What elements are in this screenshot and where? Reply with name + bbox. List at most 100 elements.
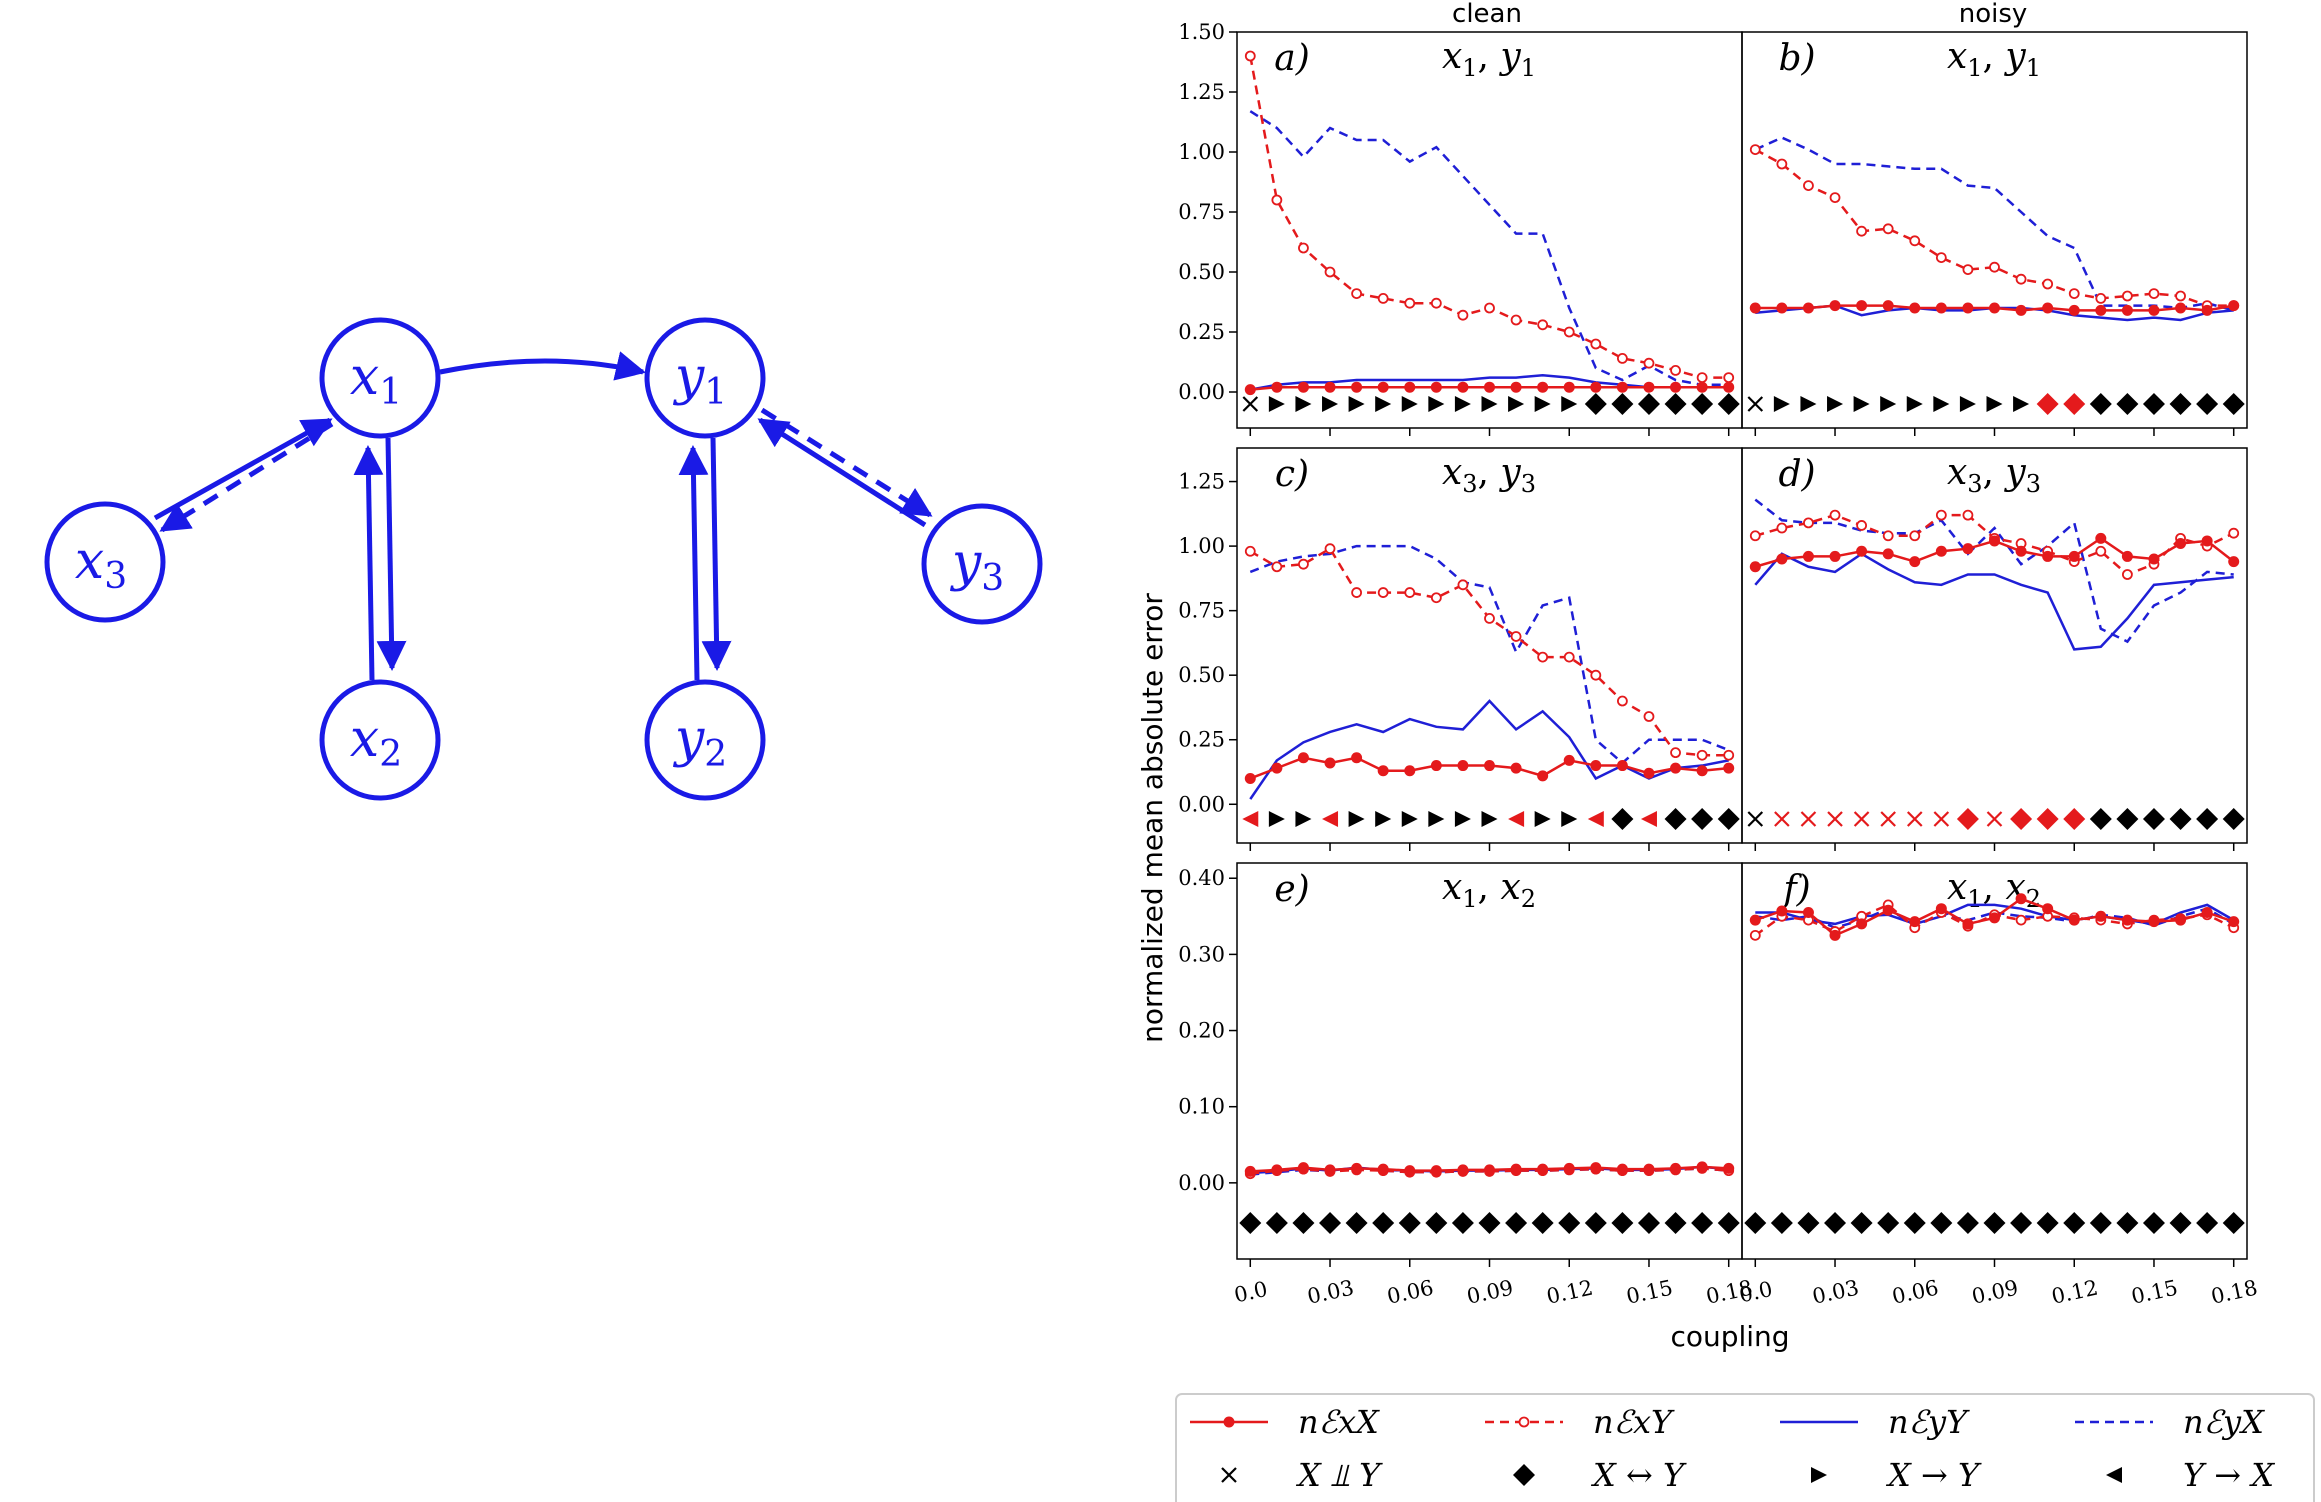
symbol-x-to-y: [1906, 396, 1923, 412]
point-nExY: [1723, 372, 1735, 384]
point-nExX: [1989, 302, 2000, 314]
panel-pair: x1, y1: [1442, 36, 1536, 82]
panel-a: 0.00 0.25 0.50 0.75 1.00 1.25 1.50 a) x1, y1: [1178, 20, 1743, 436]
legend: nℰxX nℰxY nℰyY nℰyX X ⫫ Y X ↔ Y X → Y Y → X: [1175, 1393, 2315, 1502]
symbol-x-to-y: [1800, 396, 1817, 412]
symbol-bidirectional: [1531, 1212, 1554, 1234]
point-nExX: [1882, 904, 1894, 916]
symbol-bidirectional: [2036, 808, 2059, 830]
point-nExX: [1935, 302, 1947, 314]
pair-comma: ,: [1983, 452, 2006, 493]
symbol-independent: [1800, 811, 1817, 827]
point-nExX: [1856, 918, 1868, 930]
edge-y2-y1: [678, 445, 709, 681]
point-nExY: [1856, 520, 1868, 531]
series-nEyX: [1249, 110, 1729, 387]
point-nExY: [1324, 543, 1336, 555]
point-nExY: [1935, 252, 1947, 264]
symbol-bidirectional: [1478, 1212, 1501, 1234]
panel-label: f): [1780, 869, 1810, 910]
y-tick-label: 1.50: [1178, 20, 1225, 44]
y-tick-label: 0.20: [1178, 1019, 1225, 1043]
symbol-x-to-y: [1454, 396, 1471, 412]
point-nExY: [2228, 527, 2240, 539]
pair-sub: 2: [2026, 885, 2041, 913]
legend-label: nℰyY: [1888, 1403, 1970, 1441]
node-circle: [319, 317, 441, 439]
chart-panels: 0.000.250.500.751.001.251.50a) x1, y1 b) x1…: [1178, 20, 2259, 1309]
pair-sub: 1: [1521, 54, 1536, 82]
symbol-independent: [1906, 811, 1923, 827]
point-nExX: [1351, 752, 1363, 764]
point-nExX: [1909, 556, 1921, 568]
point-nExX: [2068, 914, 2080, 926]
point-nExY: [1404, 297, 1416, 309]
point-nExY: [1590, 338, 1602, 350]
point-nExX: [1537, 770, 1549, 782]
panel-pair: x1, x2: [1442, 867, 1536, 913]
pair-sub: 3: [1521, 470, 1536, 498]
y-tick-label: 0.50: [1178, 663, 1225, 687]
point-nExY: [1670, 747, 1681, 759]
point-nExY: [1563, 326, 1575, 338]
symbol-bidirectional: [1691, 1212, 1714, 1234]
point-nExY: [1643, 711, 1655, 722]
point-nExX: [2228, 300, 2240, 312]
symbol-x-to-y: [1933, 396, 1950, 412]
symbol-independent: [1747, 811, 1764, 827]
point-nExY: [1882, 530, 1894, 542]
symbol-x-to-y: [1827, 396, 1844, 412]
symbol-bidirectional: [1744, 1212, 1767, 1234]
panel-e: 0.00 0.10 0.20 0.30 0.40 0.0 0.03 0.06 0.09 0.12 0…: [1178, 862, 1755, 1309]
point-nExX: [1590, 381, 1602, 393]
point-nExY: [1749, 144, 1761, 156]
point-nExX: [1616, 1163, 1628, 1175]
panel-pair: x3, y3: [1947, 452, 2041, 498]
y-tick-label: 0.50: [1178, 260, 1225, 284]
pair-comma: ,: [1478, 867, 1501, 908]
point-nExY: [2095, 545, 2107, 557]
symbol-bidirectional: [2222, 808, 2245, 830]
symbol-x-to-y: [1401, 396, 1418, 412]
series-nEyX: [1754, 136, 2235, 312]
point-nExY: [1271, 194, 1283, 206]
point-nExY: [2175, 290, 2186, 302]
point-nExX: [1882, 548, 1894, 560]
legend-label: X ↔ Y: [1590, 1456, 1687, 1494]
point-nExY: [1989, 261, 2000, 273]
symbol-x-to-y: [1481, 811, 1498, 827]
symbol-bidirectional: [2089, 1212, 2112, 1234]
point-nExX: [1430, 760, 1442, 772]
symbol-bidirectional: [2116, 393, 2139, 415]
symbol-bidirectional: [1239, 1212, 1262, 1234]
point-nExX: [1616, 760, 1628, 772]
symbol-independent: [1986, 811, 2003, 827]
point-nExX: [2068, 550, 2080, 562]
y-tick-label: 1.00: [1178, 534, 1225, 558]
point-nExX: [2121, 550, 2133, 562]
point-nExX: [1537, 1163, 1549, 1175]
point-nExX: [2042, 903, 2054, 915]
node-label: y2: [673, 709, 727, 775]
symbol-bidirectional: [2063, 1212, 2086, 1234]
panel-label: b): [1778, 38, 1815, 79]
legend-marker: [1518, 1416, 1530, 1428]
point-nExY: [1749, 929, 1761, 941]
node-subscript: 3: [981, 558, 1004, 599]
edge-y3-y1: [757, 417, 927, 528]
point-nExX: [2228, 916, 2240, 928]
point-nExX: [2121, 304, 2133, 316]
point-nExY: [1856, 225, 1868, 237]
point-nExY: [1351, 587, 1363, 598]
pair-comma: ,: [1983, 36, 2006, 77]
point-nExY: [1935, 509, 1947, 521]
pair-base: y: [1498, 36, 1521, 77]
symbol-bidirectional: [1956, 808, 1979, 830]
series-nExY: [1249, 55, 1729, 379]
symbol-bidirectional: [2222, 393, 2245, 415]
x-tick-label: 0.03: [1810, 1276, 1861, 1309]
y-tick-label: 1.25: [1178, 470, 1225, 494]
symbol-bidirectional: [1611, 1212, 1634, 1234]
legend-marker: [1223, 1416, 1235, 1428]
pair-base: y: [1498, 452, 1521, 493]
